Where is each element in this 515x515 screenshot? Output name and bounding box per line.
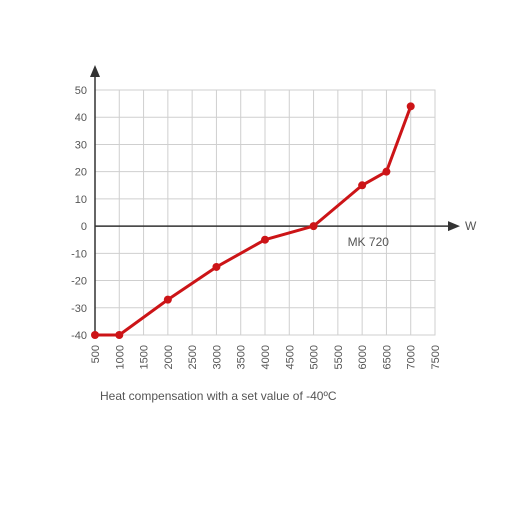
x-tick-label: 2000	[163, 345, 175, 369]
y-tick-label: 50	[75, 85, 87, 97]
x-tick-label: 7000	[406, 345, 418, 369]
data-point	[164, 296, 172, 304]
y-tick-label: 40	[75, 112, 87, 124]
y-tick-label: 0	[81, 221, 87, 233]
chart-caption: Heat compensation with a set value of -4…	[100, 389, 337, 403]
series-label: MK 720	[348, 235, 390, 249]
data-point	[261, 236, 269, 244]
chart-svg: -40 -30 -20 -10 0 10 20 30 40 50 500 1000 1500 2000 25…	[40, 60, 480, 490]
x-tick-label: 3000	[211, 345, 223, 369]
x-tick-label: 4500	[284, 345, 296, 369]
y-axis-label: T/ºC	[65, 60, 89, 63]
x-axis-label: W	[465, 219, 477, 233]
y-tick-label: 30	[75, 139, 87, 151]
y-tick-label: 10	[75, 194, 87, 206]
data-point	[382, 168, 390, 176]
heat-compensation-chart: -40 -30 -20 -10 0 10 20 30 40 50 500 1000 1500 2000 25…	[40, 60, 480, 490]
y-tick-label: -20	[71, 276, 87, 288]
x-tick-label: 500	[90, 345, 102, 363]
x-tick-label: 1000	[114, 345, 126, 369]
data-point	[91, 331, 99, 339]
data-line	[95, 106, 411, 335]
data-point	[310, 222, 318, 230]
x-tick-label: 7500	[430, 345, 442, 369]
x-tick-label: 2500	[187, 345, 199, 369]
x-tick-label: 4000	[260, 345, 272, 369]
x-tick-label: 5500	[333, 345, 345, 369]
x-tick-label: 6000	[357, 345, 369, 369]
y-tick-label: -10	[71, 248, 87, 260]
data-point	[407, 102, 415, 110]
data-point	[212, 263, 220, 271]
data-point	[358, 181, 366, 189]
y-tick-label: -30	[71, 303, 87, 315]
y-tick-label: 20	[75, 167, 87, 179]
y-tick-label: -40	[71, 330, 87, 342]
data-point	[115, 331, 123, 339]
x-tick-label: 3500	[236, 345, 248, 369]
x-tick-label: 1500	[139, 345, 151, 369]
x-tick-label: 6500	[381, 345, 393, 369]
x-tick-label: 5000	[309, 345, 321, 369]
